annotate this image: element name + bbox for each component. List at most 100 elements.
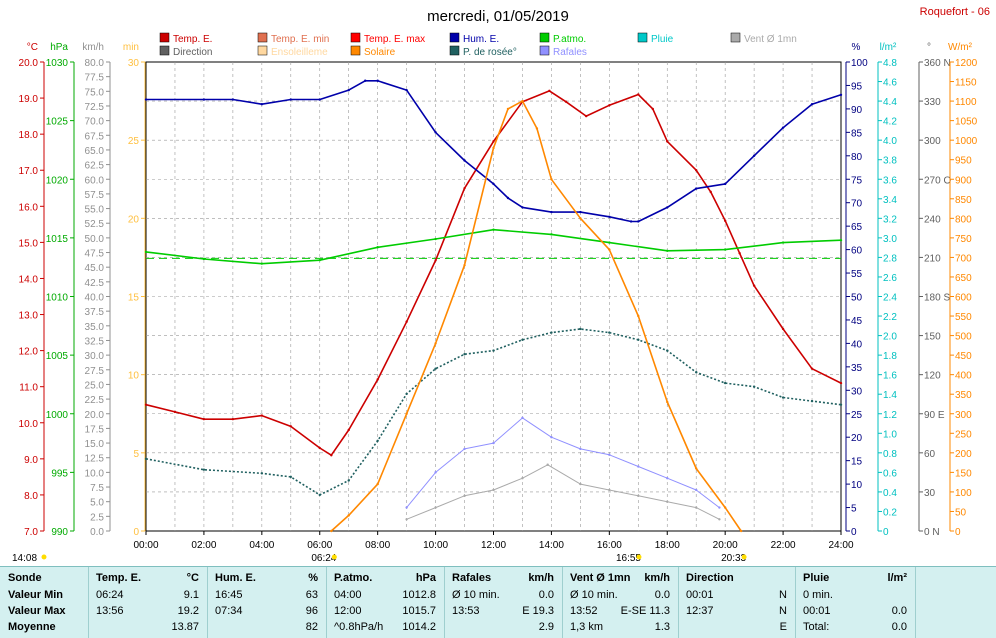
right-axis-unit: W/m² xyxy=(948,42,973,53)
right-axis-tick: 0 xyxy=(851,527,857,538)
right-axis-tick: 25 xyxy=(851,410,863,421)
left-axis-tick: 22.5 xyxy=(85,395,105,406)
right-axis-tick: 200 xyxy=(955,449,972,460)
series-point-0 xyxy=(564,100,568,103)
series-point-6 xyxy=(666,500,669,503)
summary-cell-time: 00:01 xyxy=(803,605,831,617)
summary-cell-value: 1.3 xyxy=(654,621,670,633)
summary-cell-value: N xyxy=(779,589,787,601)
summary-cell-time: 13:52 xyxy=(570,605,598,617)
series-point-6 xyxy=(434,506,437,509)
x-axis-tick: 18:00 xyxy=(655,540,680,551)
right-axis-tick: 850 xyxy=(955,195,972,206)
left-axis-tick: 1025 xyxy=(46,117,69,128)
series-point-1 xyxy=(405,88,408,92)
series-line-0 xyxy=(145,90,842,457)
left-axis-unit: min xyxy=(123,42,139,53)
summary-cell-time: ^0.8hPa/h xyxy=(334,621,384,633)
summary-column: Pluie l/m² 0 min. 00:01 0.0 Total: 0.0 xyxy=(795,567,916,638)
summary-cell-value: 9.1 xyxy=(183,589,199,601)
summary-cell-value: 82 xyxy=(305,621,318,633)
series-point-3 xyxy=(781,396,785,399)
series-point-3 xyxy=(521,338,524,341)
right-axis-tick: 55 xyxy=(851,269,863,280)
legend-swatch xyxy=(539,32,550,43)
right-axis-tick: 3.0 xyxy=(883,234,897,245)
summary-cell-value: 0.0 xyxy=(891,605,907,617)
left-axis-tick: 16.0 xyxy=(19,202,39,213)
left-axis-tick: 0.0 xyxy=(90,527,104,538)
summary-cell-value: 0.0 xyxy=(891,621,907,633)
series-point-1 xyxy=(781,126,785,129)
left-axis-tick: 52.5 xyxy=(85,219,105,230)
legend-label: Solaire xyxy=(364,47,396,58)
right-axis-tick: 300 xyxy=(955,410,972,421)
summary-cell-value: N xyxy=(779,605,787,617)
series-point-4 xyxy=(550,178,553,181)
right-axis-tick: 0.6 xyxy=(883,468,897,479)
right-axis-tick: 0 xyxy=(955,527,961,538)
right-axis-tick: 2.4 xyxy=(883,293,897,304)
right-axis-tick: 600 xyxy=(955,293,972,304)
series-point-1 xyxy=(637,220,640,223)
right-axis-tick: 270 O xyxy=(924,175,951,186)
series-point-2 xyxy=(144,250,148,254)
right-axis-tick: 70 xyxy=(851,199,863,210)
legend-label: Temp. E. xyxy=(173,34,212,45)
legend-label: Temp. E. max xyxy=(364,34,425,45)
left-axis-tick: 18.0 xyxy=(19,130,39,141)
series-point-5 xyxy=(492,441,495,445)
series-point-2 xyxy=(608,241,611,244)
series-point-1 xyxy=(521,206,524,209)
series-point-2 xyxy=(318,258,321,262)
series-point-6 xyxy=(718,518,721,521)
series-point-2 xyxy=(376,246,379,249)
series-point-6 xyxy=(695,506,698,509)
event-time-label: 16:55 xyxy=(616,553,641,564)
series-point-6 xyxy=(463,494,466,498)
series-point-0 xyxy=(173,410,177,414)
series-point-6 xyxy=(579,482,582,486)
x-axis-tick: 12:00 xyxy=(481,540,506,551)
series-point-0 xyxy=(202,417,206,421)
summary-header: Rafales xyxy=(452,572,492,584)
series-point-3 xyxy=(723,381,727,385)
series-point-2 xyxy=(781,241,785,244)
series-point-0 xyxy=(709,190,712,194)
series-point-5 xyxy=(608,453,611,456)
series-point-5 xyxy=(521,416,524,420)
series-point-3 xyxy=(810,399,814,403)
right-axis-tick: 95 xyxy=(851,81,863,92)
chart-grid xyxy=(146,62,841,531)
left-axis-tick: 62.5 xyxy=(85,161,105,172)
right-axis-tick: 65 xyxy=(851,222,863,233)
summary-header: Vent Ø 1mn xyxy=(570,572,631,584)
summary-cell-value: 13.87 xyxy=(171,621,199,633)
legend-swatch xyxy=(257,32,268,43)
left-axis-tick: 15.0 xyxy=(19,238,39,249)
series-point-3 xyxy=(550,331,553,334)
station-name: Roquefort - 06 xyxy=(920,6,990,18)
series-point-5 xyxy=(550,436,553,439)
series-point-4 xyxy=(376,482,379,486)
left-axis-tick: 25 xyxy=(128,136,140,147)
event-time-label: 06:24 xyxy=(311,553,336,564)
summary-column: Hum. E.% 16:45 63 07:34 96 82 xyxy=(207,567,327,638)
legend-label: Rafales xyxy=(553,47,587,58)
left-axis-tick: 7.5 xyxy=(90,483,104,494)
right-axis-tick: 350 xyxy=(955,390,972,401)
series-point-1 xyxy=(144,98,148,101)
right-axis-tick: 300 xyxy=(924,136,941,147)
left-axis-tick: 5.0 xyxy=(90,498,104,509)
x-axis-tick: 20:00 xyxy=(713,540,738,551)
series-line-5 xyxy=(406,417,720,508)
right-axis-tick: 750 xyxy=(955,234,972,245)
summary-unit: °C xyxy=(186,572,199,584)
left-axis-tick: 47.5 xyxy=(85,249,105,260)
right-axis-tick: 45 xyxy=(851,316,863,327)
series-point-0 xyxy=(584,114,588,118)
series-point-0 xyxy=(492,140,495,143)
left-axis-tick: 40.0 xyxy=(85,293,105,304)
weather-chart: Temp. E. Direction Temp. E. min Ensoleillem… xyxy=(12,6,990,564)
left-axis-tick: 20.0 xyxy=(85,410,105,421)
